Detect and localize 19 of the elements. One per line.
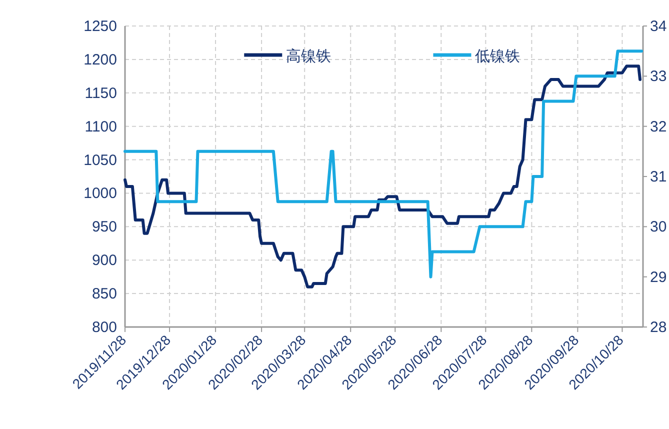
- y2-tick-label: 33: [650, 68, 667, 86]
- legend-label: 高镍铁: [286, 48, 332, 65]
- y-tick-label: 1100: [84, 118, 117, 136]
- y-tick-label: 1050: [84, 152, 117, 169]
- y-tick-label: 1150: [84, 84, 117, 102]
- y-tick-label: 900: [92, 252, 117, 270]
- y2-tick-label: 29: [650, 268, 667, 286]
- y-tick-label: 1000: [84, 185, 117, 202]
- y-tick-label: 1200: [84, 51, 117, 68]
- y2-tick-label: 31: [650, 168, 667, 186]
- y2-tick-label: 28: [650, 319, 667, 336]
- y2-tick-label: 30: [650, 218, 667, 236]
- y2-tick-label: 34: [650, 18, 667, 35]
- y-tick-label: 950: [92, 218, 117, 236]
- legend-label: 低镍铁: [475, 48, 520, 65]
- y-tick-label: 800: [92, 319, 117, 336]
- y-tick-label: 1250: [84, 18, 117, 35]
- y2-tick-label: 32: [650, 118, 667, 136]
- y-tick-label: 850: [92, 286, 117, 303]
